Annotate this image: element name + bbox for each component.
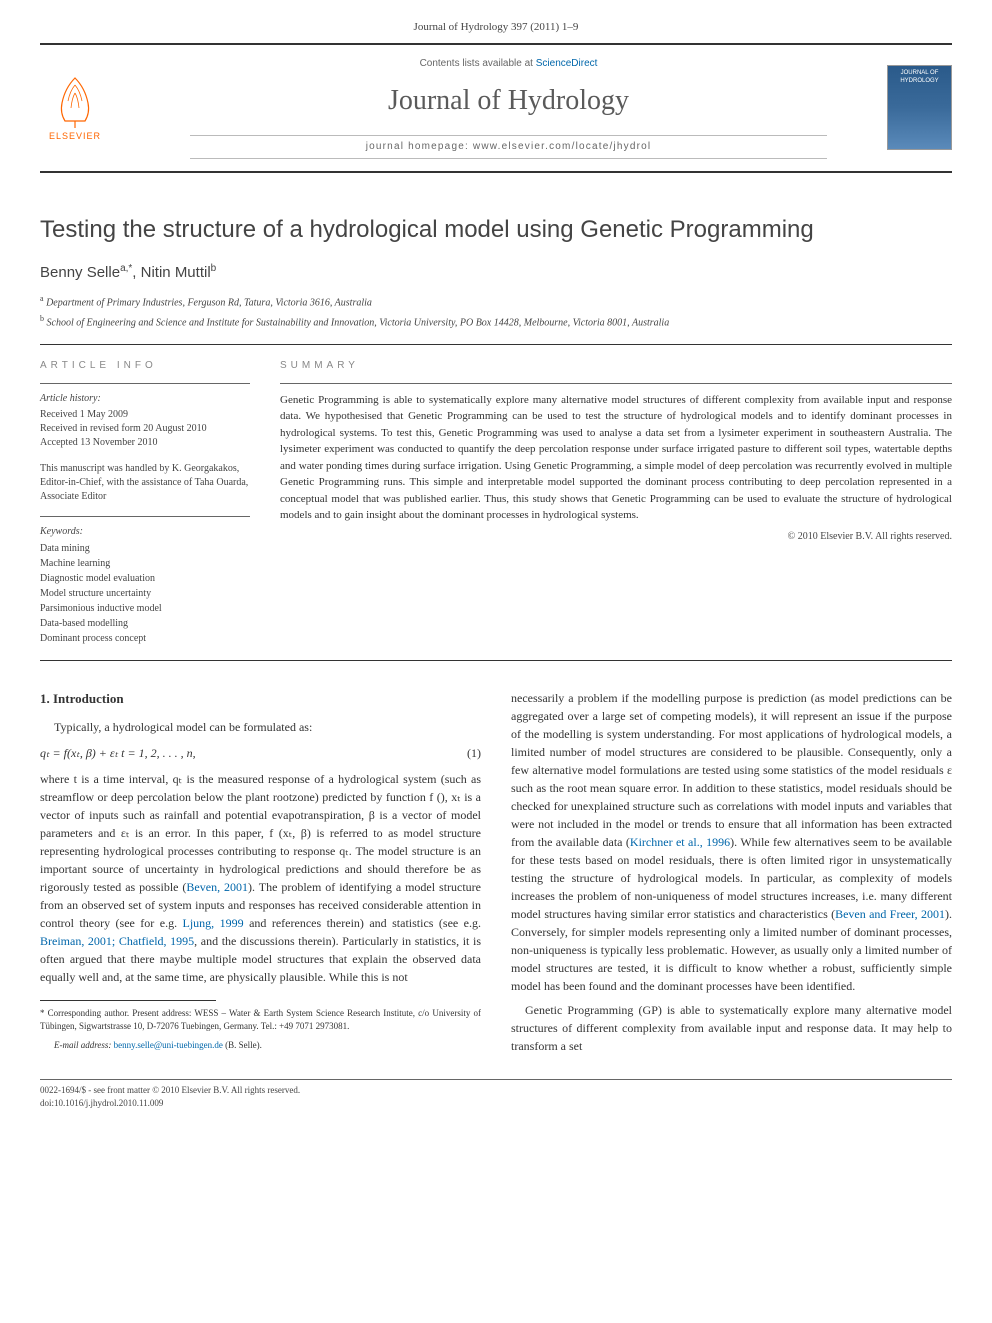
cover-text-line1: JOURNAL OF [901, 70, 939, 77]
intro-paragraph-2: where t is a time interval, qₜ is the me… [40, 770, 481, 986]
intro-paragraph-1: Typically, a hydrological model can be f… [40, 718, 481, 736]
journal-header: ELSEVIER Contents lists available at Sci… [40, 43, 952, 172]
footnote-divider [40, 1000, 216, 1001]
summary-divider [280, 383, 952, 384]
summary-column: SUMMARY Genetic Programming is able to s… [280, 359, 952, 646]
affiliation-b: b School of Engineering and Science and … [40, 313, 952, 330]
keyword-item: Parsimonious inductive model [40, 601, 250, 616]
front-matter-line: 0022-1694/$ - see front matter © 2010 El… [40, 1084, 300, 1097]
keyword-item: Data mining [40, 541, 250, 556]
doi-line: doi:10.1016/j.jhydrol.2010.11.009 [40, 1097, 300, 1110]
article-info-heading: ARTICLE INFO [40, 359, 250, 373]
article-history-block: Article history: Received 1 May 2009 Rec… [40, 392, 250, 450]
keyword-item: Diagnostic model evaluation [40, 571, 250, 586]
homepage-prefix: journal homepage: [366, 141, 473, 152]
author-1-markers: a,* [120, 263, 132, 274]
author-2-name: Nitin Muttil [141, 264, 211, 281]
author-email-link[interactable]: benny.selle@uni-tuebingen.de [114, 1040, 223, 1050]
contents-list-line: Contents lists available at ScienceDirec… [130, 57, 887, 71]
email-suffix: (B. Selle). [223, 1040, 262, 1050]
section-1-heading: 1. Introduction [40, 689, 481, 709]
affil-a-text: Department of Primary Industries, Fergus… [46, 298, 372, 309]
intro-paragraph-3: necessarily a problem if the modelling p… [511, 689, 952, 995]
homepage-url: www.elsevier.com/locate/jhydrol [473, 141, 651, 152]
affil-b-text: School of Engineering and Science and In… [47, 317, 670, 328]
publisher-logo: ELSEVIER [40, 68, 110, 148]
info-summary-row: ARTICLE INFO Article history: Received 1… [40, 359, 952, 646]
keywords-list: Data mining Machine learning Diagnostic … [40, 541, 250, 646]
bottom-bar: 0022-1694/$ - see front matter © 2010 El… [40, 1079, 952, 1109]
p3-part-a: necessarily a problem if the modelling p… [511, 691, 952, 849]
ref-kirchner-1996[interactable]: Kirchner et al., 1996 [630, 835, 730, 849]
footnote-block: * Corresponding author. Present address:… [40, 1000, 481, 1051]
keyword-item: Model structure uncertainty [40, 586, 250, 601]
keyword-item: Data-based modelling [40, 616, 250, 631]
header-center: Contents lists available at ScienceDirec… [130, 57, 887, 158]
journal-cover-thumbnail: JOURNAL OF HYDROLOGY [887, 65, 952, 150]
p2-part-c: and references therein) and statistics (… [244, 916, 481, 930]
top-citation: Journal of Hydrology 397 (2011) 1–9 [40, 20, 952, 35]
article-title: Testing the structure of a hydrological … [40, 213, 952, 247]
corresponding-author-footnote: * Corresponding author. Present address:… [40, 1007, 481, 1032]
summary-heading: SUMMARY [280, 359, 952, 373]
author-1-name: Benny Selle [40, 264, 120, 281]
bottom-left: 0022-1694/$ - see front matter © 2010 El… [40, 1084, 300, 1109]
keyword-item: Machine learning [40, 556, 250, 571]
history-received: Received 1 May 2009 [40, 408, 250, 422]
summary-text: Genetic Programming is able to systemati… [280, 392, 952, 524]
sciencedirect-link[interactable]: ScienceDirect [536, 58, 598, 69]
contents-prefix: Contents lists available at [420, 58, 536, 69]
article-info-column: ARTICLE INFO Article history: Received 1… [40, 359, 250, 646]
elsevier-tree-icon [50, 73, 100, 128]
authors-line: Benny Sellea,*, Nitin Muttilb [40, 262, 952, 283]
ref-ljung-1999[interactable]: Ljung, 1999 [183, 916, 244, 930]
equation-text: qₜ = f(xₜ, β) + εₜ t = 1, 2, . . . , n, [40, 744, 196, 762]
affil-a-marker: a [40, 294, 44, 303]
info-divider-2 [40, 516, 250, 517]
history-accepted: Accepted 13 November 2010 [40, 436, 250, 450]
intro-paragraph-4: Genetic Programming (GP) is able to syst… [511, 1001, 952, 1055]
email-footnote: E-mail address: benny.selle@uni-tuebinge… [40, 1039, 481, 1052]
affiliation-a: a Department of Primary Industries, Ferg… [40, 293, 952, 310]
keyword-item: Dominant process concept [40, 631, 250, 646]
ref-breiman-chatfield[interactable]: Breiman, 2001; Chatfield, 1995 [40, 934, 194, 948]
history-revised: Received in revised form 20 August 2010 [40, 422, 250, 436]
p2-part-a: where t is a time interval, qₜ is the me… [40, 772, 481, 894]
email-label: E-mail address: [54, 1040, 114, 1050]
affil-b-marker: b [40, 314, 44, 323]
equation-number: (1) [467, 744, 481, 762]
keywords-label: Keywords: [40, 525, 250, 539]
ref-beven-freer-2001[interactable]: Beven and Freer, 2001 [835, 907, 945, 921]
cover-text-line2: HYDROLOGY [900, 78, 938, 85]
summary-copyright: © 2010 Elsevier B.V. All rights reserved… [280, 530, 952, 544]
body-two-column: 1. Introduction Typically, a hydrologica… [40, 689, 952, 1059]
history-label: Article history: [40, 392, 250, 406]
equation-1: qₜ = f(xₜ, β) + εₜ t = 1, 2, . . . , n, … [40, 744, 481, 762]
journal-name: Journal of Hydrology [130, 81, 887, 120]
journal-homepage: journal homepage: www.elsevier.com/locat… [190, 135, 827, 159]
author-2-markers: b [211, 263, 217, 274]
ref-beven-2001[interactable]: Beven, 2001 [186, 880, 248, 894]
info-divider-1 [40, 383, 250, 384]
publisher-name: ELSEVIER [49, 130, 101, 143]
divider-top [40, 344, 952, 345]
divider-bottom [40, 660, 952, 661]
handled-by-block: This manuscript was handled by K. Georga… [40, 462, 250, 504]
